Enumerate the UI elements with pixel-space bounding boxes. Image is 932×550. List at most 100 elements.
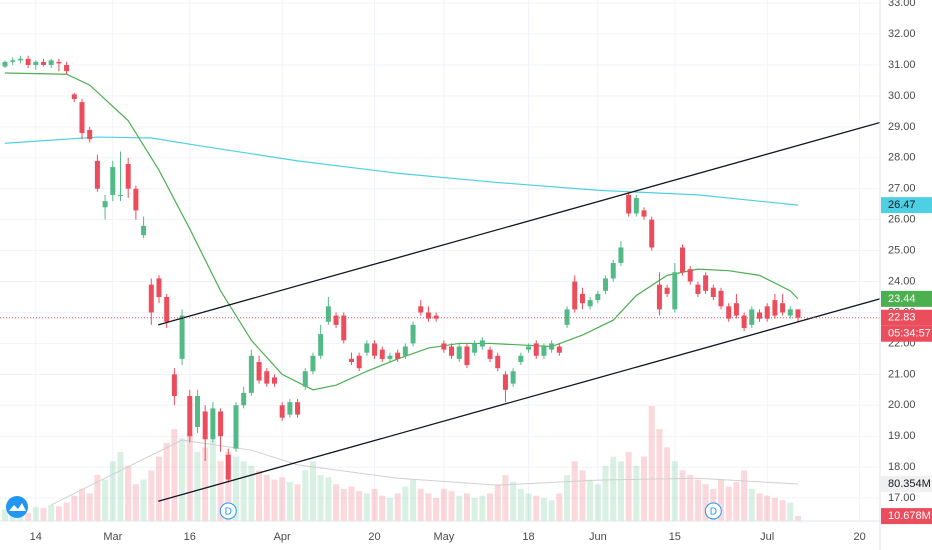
candle-body bbox=[579, 293, 585, 304]
candle-body bbox=[356, 355, 362, 369]
y-tick-label: 31.00 bbox=[888, 59, 916, 71]
candle-body bbox=[241, 392, 247, 406]
volume-bar bbox=[48, 504, 55, 521]
volume-bar bbox=[471, 498, 478, 521]
candle-body bbox=[56, 61, 62, 64]
price-badge-label: 23.44 bbox=[888, 293, 916, 305]
volume-bar bbox=[271, 479, 278, 521]
trend-line bbox=[158, 298, 880, 502]
candle-body bbox=[179, 315, 185, 359]
volume-bar bbox=[525, 493, 532, 521]
volume-pane bbox=[2, 406, 802, 521]
volume-bar bbox=[641, 456, 648, 521]
volume-bar bbox=[125, 465, 132, 521]
candle-body bbox=[626, 194, 632, 214]
candle-body bbox=[564, 309, 570, 325]
volume-bar bbox=[463, 493, 470, 521]
candle-body bbox=[256, 361, 262, 381]
x-tick-label: 14 bbox=[30, 531, 42, 543]
volume-bar bbox=[202, 447, 209, 521]
volume-bar bbox=[656, 429, 663, 521]
volume-bar bbox=[587, 479, 594, 521]
volume-bar bbox=[625, 452, 632, 521]
candle-body bbox=[40, 61, 46, 65]
ma20-line bbox=[4, 72, 799, 391]
logo-circle[interactable] bbox=[6, 496, 28, 518]
volume-bar bbox=[109, 461, 116, 521]
volume-bar bbox=[594, 484, 601, 521]
volume-bar bbox=[309, 461, 316, 521]
x-tick-label: 20 bbox=[853, 531, 865, 543]
candle-body bbox=[795, 309, 801, 318]
volume-bar bbox=[602, 465, 609, 521]
logo-mark bbox=[9, 503, 26, 511]
y-tick-label: 19.00 bbox=[888, 430, 916, 442]
volume-bar bbox=[571, 461, 578, 521]
candle-body bbox=[87, 129, 93, 140]
candle-body bbox=[518, 355, 524, 362]
volume-bar bbox=[40, 508, 47, 521]
x-tick-label: Jul bbox=[760, 531, 774, 543]
volume-bar bbox=[610, 456, 617, 521]
volume-bar bbox=[232, 456, 239, 521]
candle-body bbox=[703, 275, 709, 291]
candle-body bbox=[325, 306, 331, 322]
volume-bar bbox=[510, 481, 517, 521]
volume-bar bbox=[379, 495, 386, 521]
volume-bar bbox=[410, 479, 417, 521]
candle-body bbox=[248, 355, 254, 393]
candle-body bbox=[410, 324, 416, 344]
axes: 17.0018.0019.0020.0021.0022.0023.0024.00… bbox=[30, 0, 932, 543]
volume-bar bbox=[671, 461, 678, 521]
candle-body bbox=[271, 377, 277, 384]
y-tick-label: 25.00 bbox=[888, 245, 916, 257]
y-tick-label: 20.00 bbox=[888, 399, 916, 411]
volume-bar bbox=[771, 498, 778, 521]
candle-body bbox=[310, 355, 316, 372]
candle-body bbox=[210, 408, 216, 440]
candle-body bbox=[764, 306, 770, 319]
volume-bar bbox=[633, 465, 640, 521]
candle-body bbox=[218, 411, 224, 437]
candle-body bbox=[141, 225, 147, 236]
volume-bar bbox=[256, 470, 263, 521]
logo[interactable] bbox=[6, 496, 28, 518]
candle-body bbox=[526, 346, 532, 350]
volume-bar bbox=[294, 484, 301, 521]
volume-bar bbox=[117, 452, 124, 521]
volume-bar bbox=[248, 465, 255, 521]
volume-bar bbox=[371, 488, 378, 521]
volume-bar bbox=[564, 475, 571, 521]
candle-body bbox=[710, 287, 716, 298]
candle-body bbox=[202, 411, 208, 440]
volume-bar bbox=[664, 447, 671, 521]
volume-bar bbox=[556, 493, 563, 521]
volume-bar bbox=[425, 493, 432, 521]
y-tick-label: 29.00 bbox=[888, 121, 916, 133]
candle-body bbox=[117, 194, 123, 196]
volume-bar bbox=[795, 516, 802, 521]
candle-body bbox=[433, 315, 439, 319]
candle-body bbox=[287, 402, 293, 415]
price-badge-label: 26.47 bbox=[888, 199, 916, 211]
volume-bar bbox=[240, 461, 247, 521]
candle-body bbox=[25, 58, 31, 65]
candle-body bbox=[341, 315, 347, 341]
volume-bar bbox=[32, 507, 39, 521]
volume-bar bbox=[209, 440, 216, 521]
candle-body bbox=[79, 102, 85, 134]
volume-bar bbox=[2, 509, 9, 521]
volume-bar bbox=[440, 488, 447, 521]
candle-body bbox=[125, 163, 131, 189]
volume-bar bbox=[733, 481, 740, 521]
ma200-line bbox=[4, 136, 799, 206]
candle-body bbox=[295, 402, 301, 415]
candle-body bbox=[387, 355, 393, 359]
candle-body bbox=[718, 290, 724, 307]
candle-body bbox=[102, 201, 108, 208]
candle-body bbox=[395, 352, 401, 359]
volume-bar bbox=[741, 470, 748, 521]
volume-bar bbox=[702, 484, 709, 521]
volume-bar bbox=[533, 495, 540, 521]
